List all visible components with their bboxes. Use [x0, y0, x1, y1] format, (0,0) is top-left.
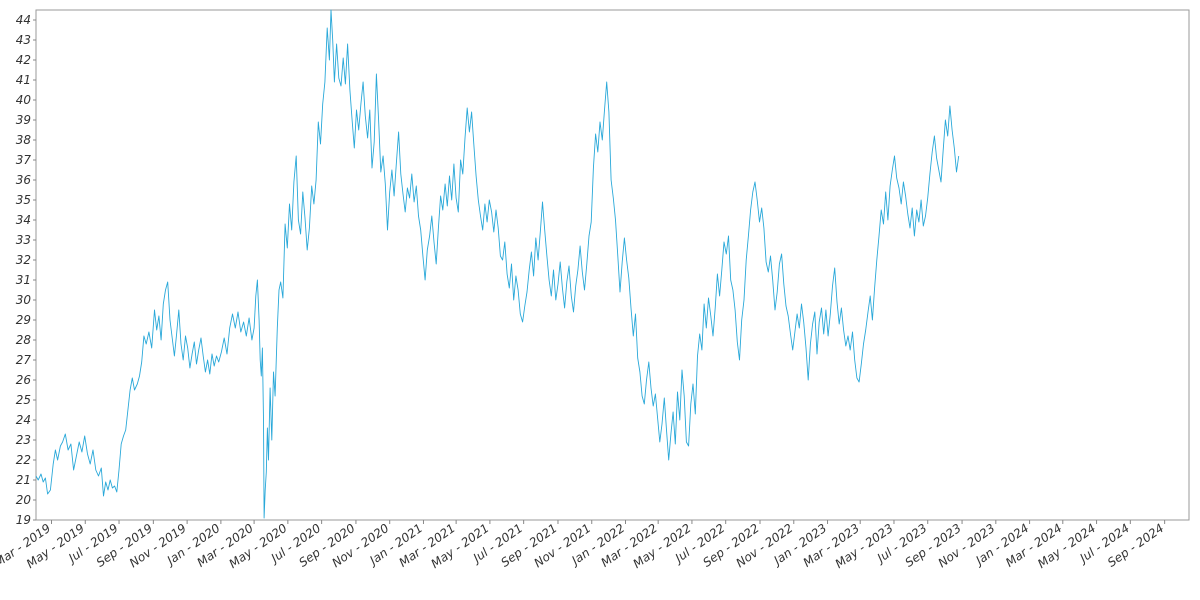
y-tick-label: 22 — [16, 453, 31, 467]
y-tick-label: 30 — [16, 293, 32, 307]
y-tick-label: 32 — [16, 253, 31, 267]
y-tick-label: 25 — [16, 393, 31, 407]
y-axis: 19 20 21 22 23 24 25 26 27 28 29 30 31 32 33 34 35 36 37 38… — [16, 13, 36, 527]
y-tick-label: 23 — [16, 433, 31, 447]
y-tick-label: 20 — [16, 493, 32, 507]
y-tick-label: 43 — [16, 33, 31, 47]
y-tick-label: 24 — [16, 413, 31, 427]
plot-area — [35, 9, 1190, 521]
series-line — [35, 9, 960, 519]
y-tick-label: 41 — [16, 73, 31, 87]
y-tick-label: 21 — [16, 473, 31, 487]
y-tick-label: 28 — [16, 333, 32, 347]
y-tick-label: 36 — [16, 173, 32, 187]
y-tick-label: 26 — [16, 373, 32, 387]
y-tick-label: 35 — [16, 193, 31, 207]
y-tick-label: 34 — [16, 213, 31, 227]
y-tick-label: 39 — [16, 113, 31, 127]
y-tick-label: 44 — [16, 13, 31, 27]
y-tick-label: 33 — [16, 233, 31, 247]
y-tick-label: 27 — [16, 353, 32, 367]
series-group — [35, 9, 960, 519]
y-tick-label: 31 — [16, 273, 31, 287]
y-tick-label: 40 — [16, 93, 32, 107]
y-tick-label: 42 — [16, 53, 31, 67]
y-tick-label: 38 — [16, 133, 32, 147]
y-tick-label: 37 — [16, 153, 32, 167]
y-tick-label: 29 — [16, 313, 31, 327]
y-tick-label: 19 — [16, 513, 31, 527]
